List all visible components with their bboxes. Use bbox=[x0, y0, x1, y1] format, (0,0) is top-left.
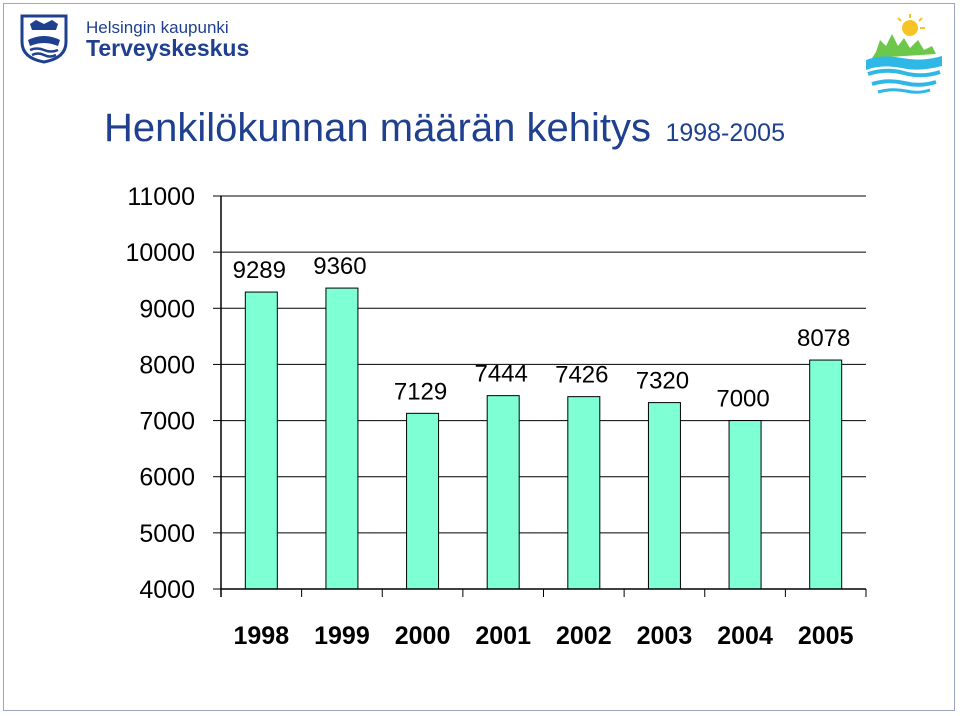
data-label: 9360 bbox=[313, 253, 366, 280]
data-label: 9289 bbox=[233, 257, 286, 284]
data-label: 7000 bbox=[716, 386, 769, 413]
y-tick-label: 10000 bbox=[125, 239, 195, 267]
bar bbox=[486, 395, 520, 590]
x-tick-label: 2003 bbox=[637, 622, 693, 650]
y-tick-label: 7000 bbox=[139, 408, 195, 436]
y-tick-label: 9000 bbox=[139, 295, 195, 323]
bar bbox=[647, 402, 681, 590]
bar bbox=[728, 420, 762, 590]
chart-title-block: Henkilökunnan määrän kehitys 1998-2005 bbox=[104, 106, 785, 151]
bars bbox=[244, 287, 843, 590]
chart-title: Henkilökunnan määrän kehitys bbox=[104, 106, 651, 150]
x-tick-label: 2000 bbox=[395, 622, 451, 650]
x-tick-label: 2001 bbox=[475, 622, 531, 650]
y-axis-ticks: 4000 5000 6000 7000 8000 9000 10000 11000 bbox=[125, 183, 221, 604]
x-tick-label: 1998 bbox=[234, 622, 290, 650]
axes bbox=[220, 196, 867, 597]
org-logo: Helsingin kaupunki Terveyskeskus bbox=[14, 8, 264, 66]
bar bbox=[809, 359, 843, 590]
org-department: Terveyskeskus bbox=[86, 35, 250, 61]
chart-subtitle: 1998-2005 bbox=[665, 119, 785, 147]
y-tick-label: 5000 bbox=[139, 520, 195, 548]
data-label: 7426 bbox=[555, 362, 608, 389]
bar bbox=[244, 291, 278, 590]
y-tick-label: 4000 bbox=[139, 576, 195, 604]
data-label: 7129 bbox=[394, 378, 447, 405]
x-tick-label: 2004 bbox=[717, 622, 773, 650]
helsinki-crest-icon bbox=[20, 14, 68, 64]
bar bbox=[325, 287, 359, 590]
bar bbox=[406, 412, 440, 590]
x-axis-ticks: 1998 1999 2000 2001 2002 2003 2004 2005 bbox=[234, 589, 854, 650]
y-tick-label: 8000 bbox=[139, 351, 195, 379]
data-label: 7444 bbox=[474, 361, 527, 388]
x-tick-label: 2005 bbox=[798, 622, 854, 650]
bar bbox=[567, 396, 601, 590]
org-name: Helsingin kaupunki bbox=[86, 18, 229, 37]
data-labels: 9289 9360 7129 7444 7426 7320 7000 8078 bbox=[233, 253, 851, 412]
y-tick-label: 6000 bbox=[139, 464, 195, 492]
data-label: 8078 bbox=[797, 325, 850, 352]
slide-frame bbox=[3, 3, 955, 711]
x-tick-label: 2002 bbox=[556, 622, 612, 650]
y-tick-label: 11000 bbox=[127, 183, 195, 211]
x-tick-label: 1999 bbox=[314, 622, 370, 650]
data-label: 7320 bbox=[636, 368, 689, 395]
city-skyline-logo-icon bbox=[866, 14, 942, 94]
